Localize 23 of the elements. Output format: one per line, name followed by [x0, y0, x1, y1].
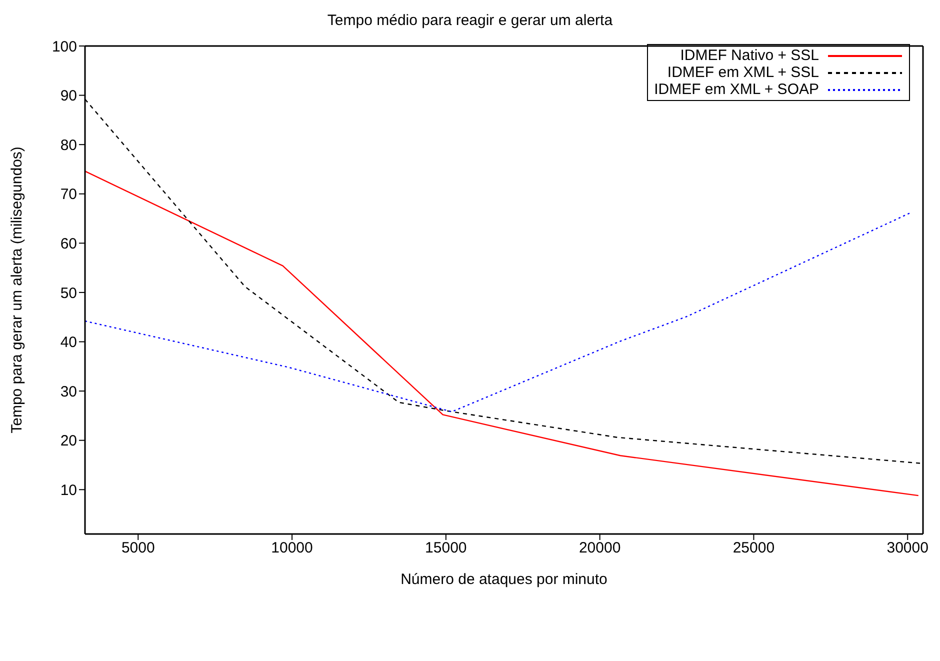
y-tick-label: 90 [60, 88, 77, 105]
legend-label: IDMEF Nativo + SSL [680, 47, 819, 64]
y-tick-label: 80 [60, 136, 77, 154]
legend-label: IDMEF em XML + SSL [667, 64, 819, 81]
y-tick-label: 50 [60, 284, 77, 302]
y-tick-label: 10 [60, 482, 77, 499]
y-tick-label: 70 [60, 186, 77, 204]
x-tick-label: 10000 [271, 540, 313, 557]
x-tick-label: 25000 [732, 540, 775, 557]
y-tick-label: 30 [60, 383, 77, 400]
x-tick-label: 30000 [886, 540, 928, 557]
y-tick-label: 20 [60, 432, 77, 450]
chart-title: Tempo médio para reagir e gerar um alerta [326, 12, 614, 29]
x-axis-title: Número de ataques por minuto [400, 571, 608, 588]
y-tick-label: 100 [52, 38, 77, 56]
y-tick-label: 60 [60, 235, 77, 252]
line-series [85, 170, 919, 496]
x-tick-label: 15000 [425, 540, 467, 557]
x-tick-label: 20000 [578, 540, 621, 557]
legend-label: IDMEF em XML + SOAP [654, 81, 819, 98]
y-axis-title: Tempo para gerar um alerta (milisegundos) [8, 146, 26, 434]
y-tick-label: 40 [60, 334, 77, 352]
x-tick-label: 5000 [121, 540, 155, 557]
